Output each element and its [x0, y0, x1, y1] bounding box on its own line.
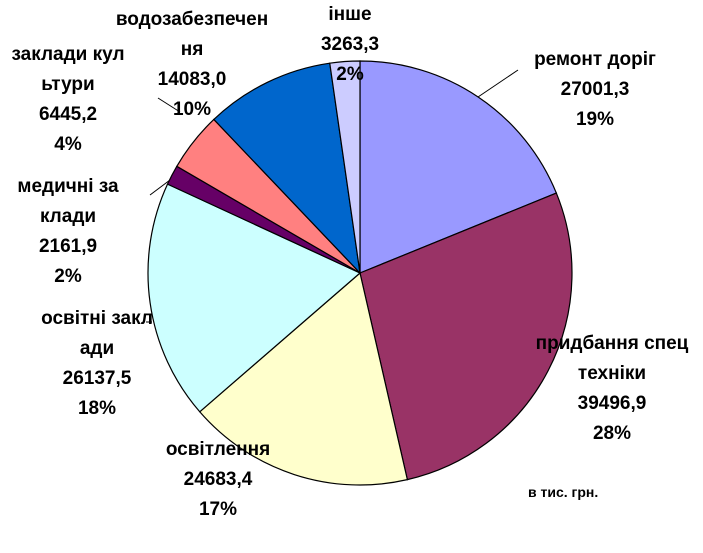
category-label: освітні заклади [41, 308, 153, 359]
value-label: 14083,0 [157, 69, 227, 90]
slice-label: медичні заклади 2161,9 2% [13, 172, 123, 292]
leader-line [149, 179, 171, 196]
percent-label: 2% [336, 64, 364, 85]
pie-slice [212, 62, 361, 275]
category-label: інше [328, 4, 372, 25]
value-label: 2161,9 [38, 236, 98, 257]
percent-label: 19% [575, 109, 615, 130]
percent-label: 18% [77, 398, 117, 419]
leader-lines [146, 69, 519, 323]
slice-label: придбання спецтехніки 39496,9 28% [532, 329, 692, 449]
pie-slice [329, 60, 361, 274]
leader-line [477, 69, 519, 98]
category-label: ремонт доріг [534, 49, 656, 70]
percent-label: 17% [198, 499, 238, 520]
percent-label: 2% [54, 266, 82, 287]
percent-label: 28% [592, 423, 632, 444]
category-label: заклади культури [11, 44, 125, 95]
pie-slice [359, 192, 573, 481]
slice-label: освітлення 24683,4 17% [143, 435, 293, 525]
category-label: придбання спецтехніки [535, 333, 689, 384]
annotation: в тис. грн. [528, 484, 599, 500]
value-label: 39496,9 [577, 393, 647, 414]
slice-label: інше 3263,3 2% [310, 0, 390, 90]
category-label: освітлення [165, 439, 271, 460]
value-label: 27001,3 [560, 79, 630, 100]
pie-slice [147, 183, 362, 413]
value-label: 3263,3 [320, 34, 380, 55]
value-label: 6445,2 [38, 104, 98, 125]
percent-label: 10% [172, 99, 212, 120]
value-label: 24683,4 [183, 469, 253, 490]
slice-label: заклади культури 6445,2 4% [8, 40, 128, 160]
pie-slice [198, 271, 409, 486]
slice-label: освітні заклади 26137,5 18% [37, 304, 157, 424]
slice-label: водозабезпечення 14083,0 10% [115, 5, 270, 125]
pie-slice [359, 60, 558, 274]
value-label: 26137,5 [62, 368, 132, 389]
category-label: водозабезпечення [115, 9, 269, 60]
category-label: медичні заклади [17, 176, 119, 227]
percent-label: 4% [54, 134, 82, 155]
leader-line [157, 97, 181, 113]
slice-label: ремонт доріг 27001,3 19% [505, 45, 685, 135]
